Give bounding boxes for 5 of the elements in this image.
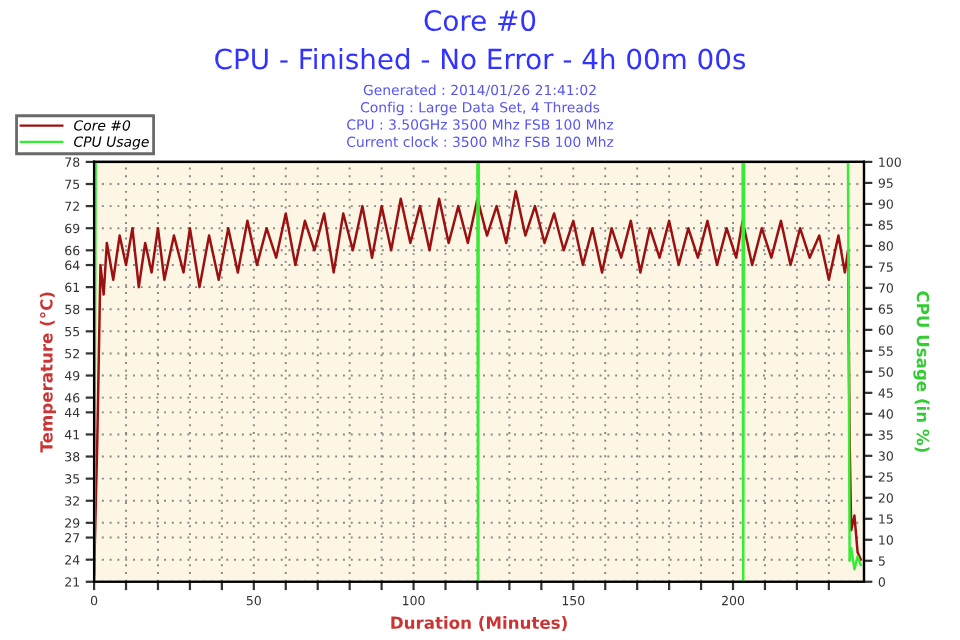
y2-axis-title: CPU Usage (in %) [913, 291, 930, 452]
chart-title: Core #0 [424, 10, 536, 32]
x-axis-title: Duration (Minutes) [391, 616, 567, 631]
chart-subtitle: CPU - Finished - No Error - 4h 00m 00s [215, 48, 746, 70]
y-axis-title: Temperature (°C) [39, 292, 56, 453]
